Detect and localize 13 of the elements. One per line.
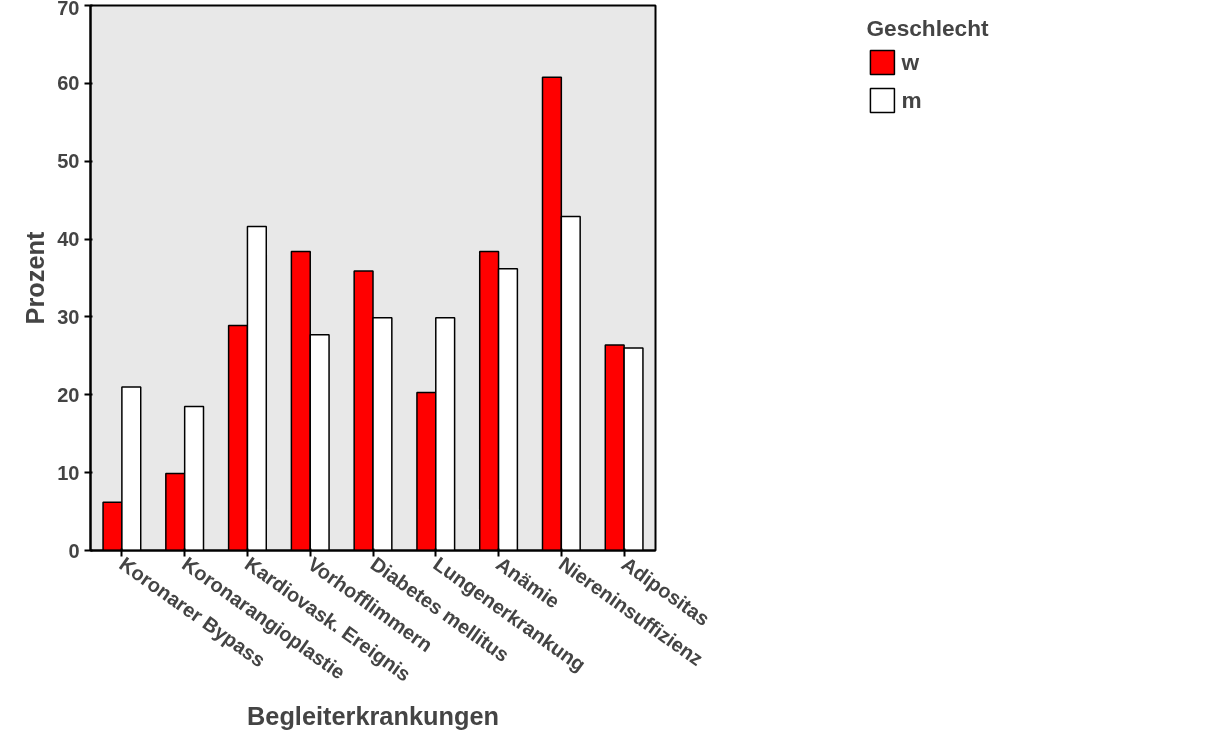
x-axis-title: Begleiterkrankungen [247,702,499,731]
y-tick-label: 20 [57,383,80,406]
y-tick-label: 10 [57,461,80,484]
y-axis-title: Prozent [21,231,50,325]
y-tick-label: 60 [57,72,80,95]
y-tick-label: 0 [68,539,80,562]
y-tick-label: 30 [57,305,80,328]
legend-label: w [901,48,921,76]
legend-label: m [901,86,922,114]
y-tick-label: 70 [57,0,80,19]
y-tick-label: 40 [57,228,80,251]
legend-title: Geschlecht [866,15,989,42]
y-tick-label: 50 [57,150,80,173]
